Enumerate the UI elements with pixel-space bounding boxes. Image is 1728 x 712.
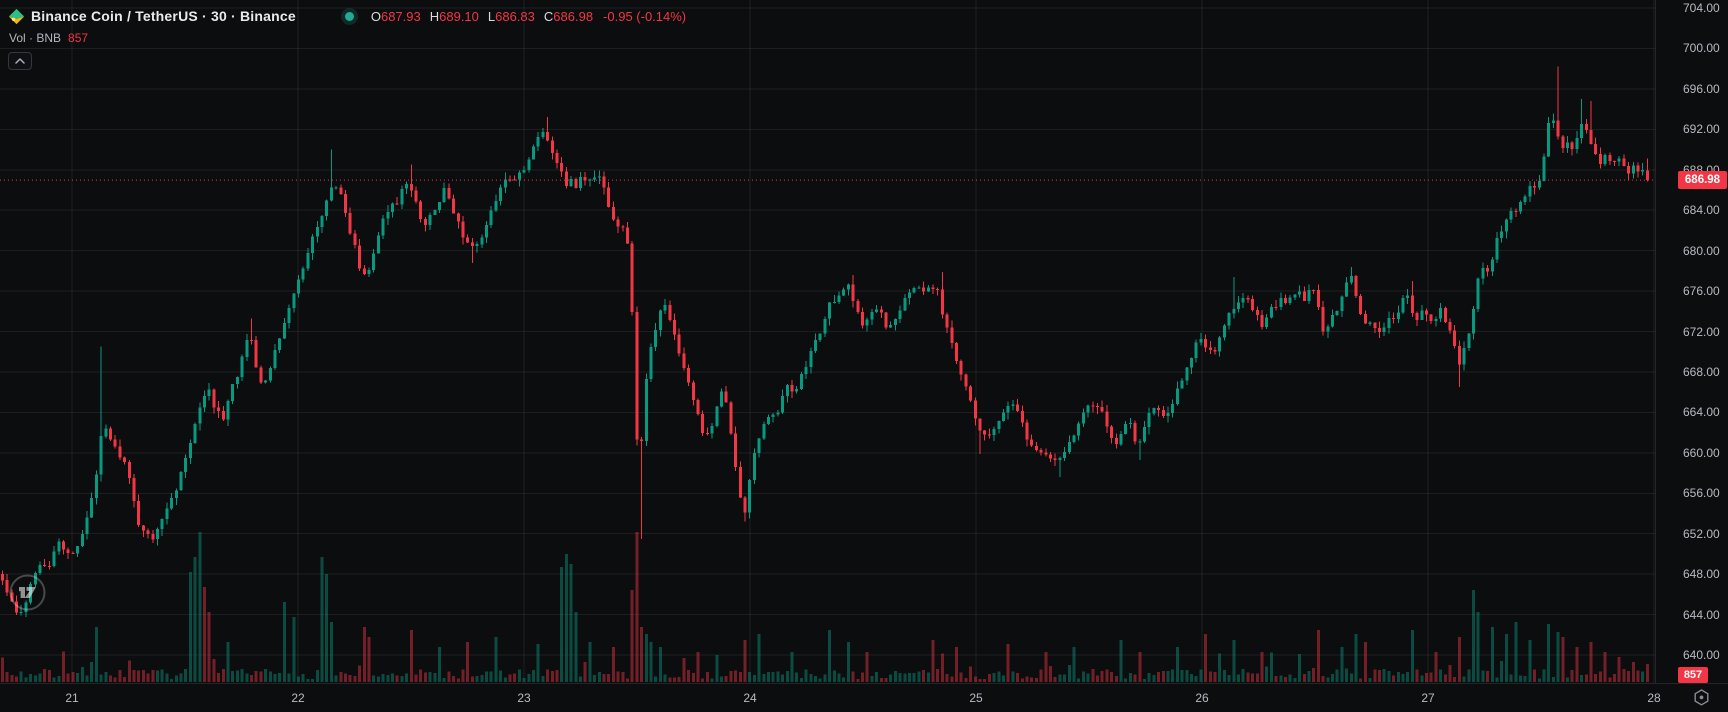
price-tick-label: 656.00 [1683,486,1720,500]
price-scale-settings-button[interactable] [1692,688,1711,707]
time-tick-label: 24 [743,691,757,705]
price-tick-label: 684.00 [1683,203,1720,217]
tradingview-watermark[interactable] [9,574,46,611]
time-tick-label: 25 [969,691,983,705]
high-value: H689.10 [429,8,479,24]
price-tick-label: 640.00 [1683,648,1720,662]
tradingview-logo-icon [9,574,46,611]
price-tick-label: 700.00 [1683,41,1720,55]
ohlc-values: O687.93 H689.10 L686.83 C686.98 -0.95 (-… [371,9,686,24]
market-status-dot[interactable] [344,11,354,21]
current-volume-badge: 857 [1678,667,1708,683]
current-price-badge: 686.98 [1678,171,1727,189]
volume-indicator-label: Vol · BNB [9,31,62,45]
price-tick-label: 652.00 [1683,527,1720,541]
price-tick-label: 680.00 [1683,244,1720,258]
price-tick-label: 664.00 [1683,405,1720,419]
collapse-pane-button[interactable] [8,52,32,70]
chevron-up-icon [15,58,25,64]
price-tick-label: 692.00 [1683,122,1720,136]
open-value: O687.93 [370,8,421,24]
symbol-title[interactable]: Binance Coin / TetherUS · 30 · Binance [31,8,296,24]
grid-lines [0,0,1655,683]
time-tick-label: 27 [1421,691,1435,705]
low-value: L686.83 [487,8,535,24]
time-tick-label: 21 [65,691,79,705]
price-tick-label: 696.00 [1683,82,1720,96]
price-tick-label: 704.00 [1683,1,1720,15]
symbol-legend: Binance Coin / TetherUS · 30 · Binance O… [8,6,686,26]
price-tick-label: 676.00 [1683,284,1720,298]
time-tick-label: 28 [1647,691,1661,705]
time-tick-label: 22 [291,691,305,705]
change-value: -0.95 (-0.14%) [603,8,687,24]
time-tick-label: 26 [1195,691,1209,705]
price-tick-label: 648.00 [1683,567,1720,581]
price-tick-label: 660.00 [1683,446,1720,460]
time-axis[interactable]: 21 22 23 24 25 26 27 28 [0,683,1728,712]
volume-indicator-legend[interactable]: Vol · BNB 857 [9,31,88,45]
price-tick-label: 644.00 [1683,608,1720,622]
time-tick-label: 23 [517,691,531,705]
volume-indicator-value: 857 [68,31,89,45]
price-tick-label: 668.00 [1683,365,1720,379]
price-tick-label: 672.00 [1683,325,1720,339]
candles-series [0,66,1649,618]
close-value: C686.98 [543,8,594,24]
binance-coin-icon [8,8,25,24]
volume-series [0,532,1649,682]
scale-settings-icon [1694,689,1709,706]
price-axis[interactable]: 704.00 700.00 696.00 692.00 688.00 684.00 680.… [1655,0,1728,683]
